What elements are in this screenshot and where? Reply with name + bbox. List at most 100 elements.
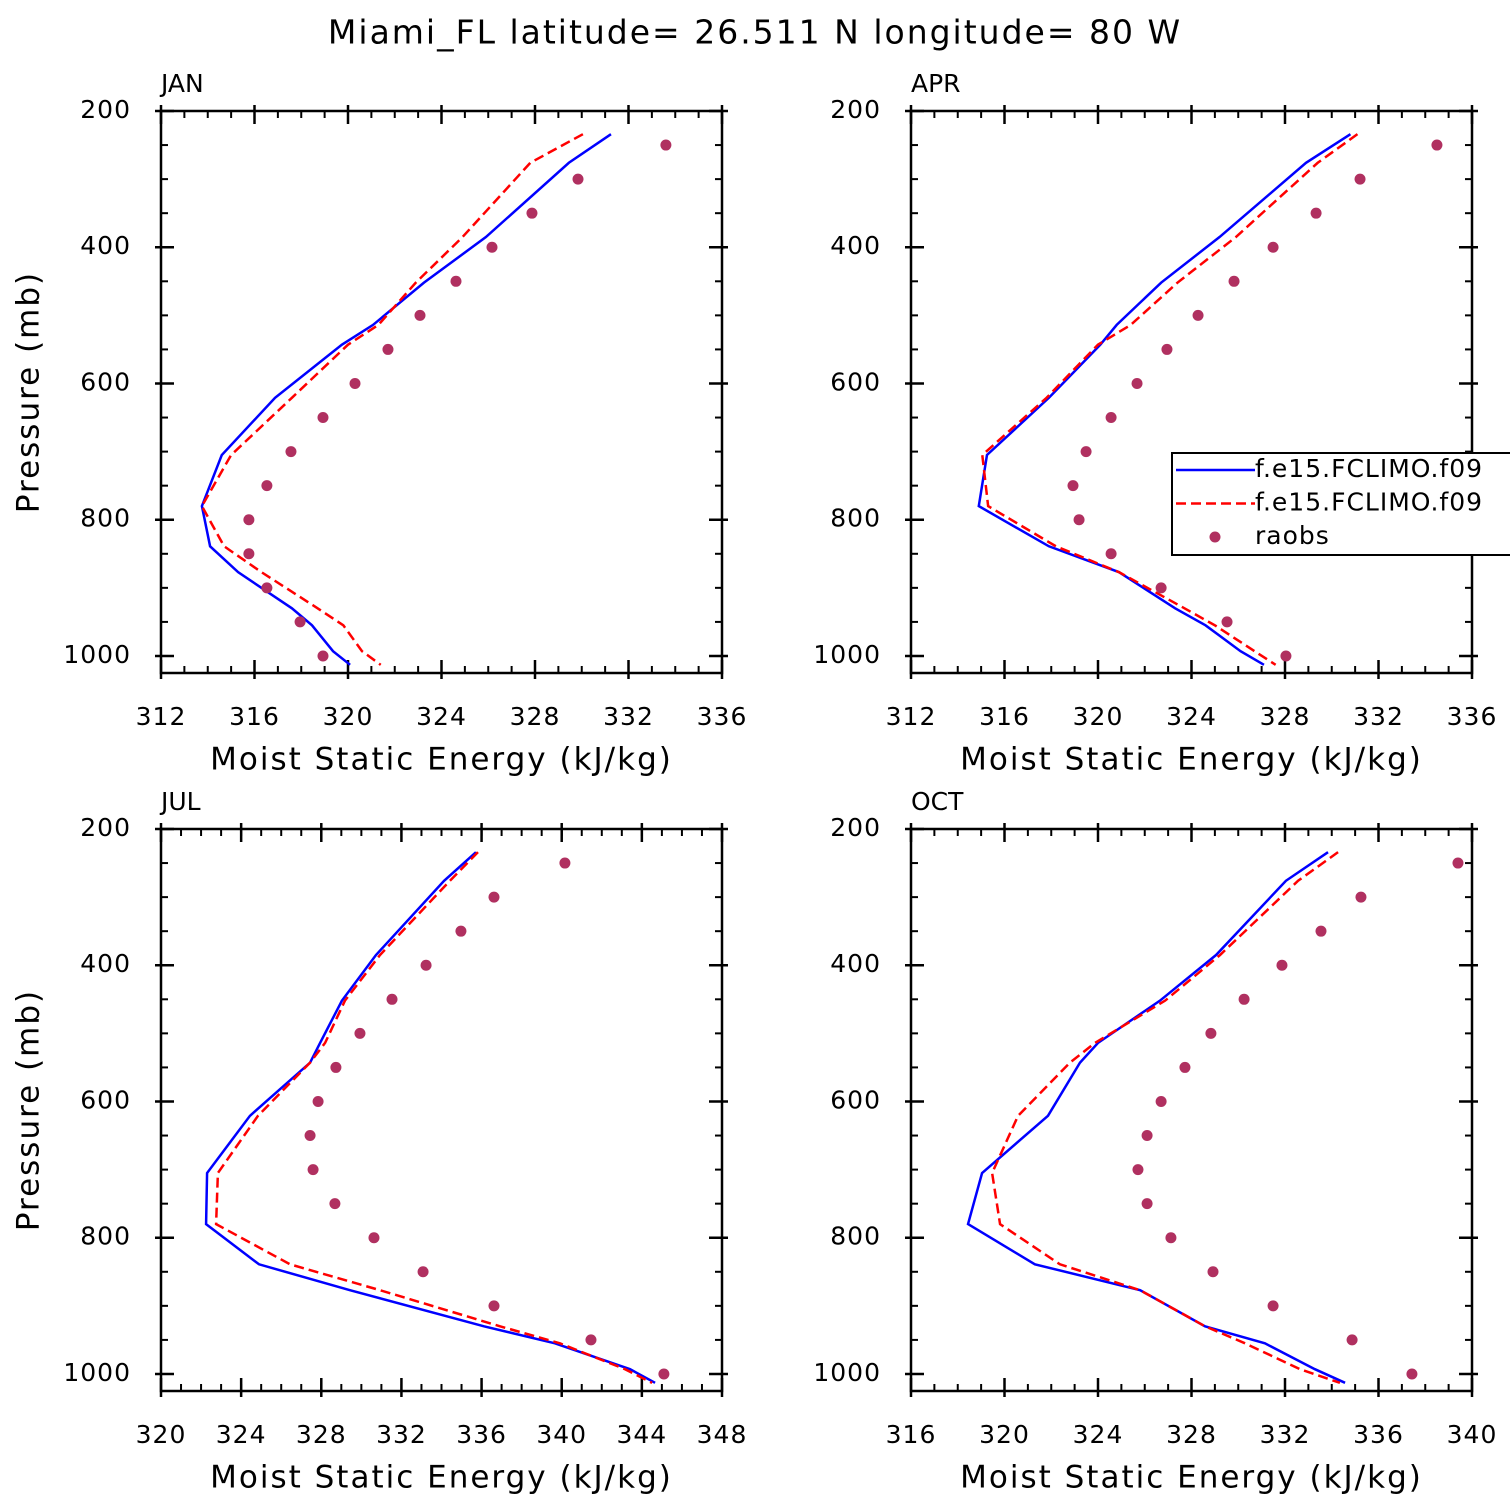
raob-point <box>285 446 297 458</box>
y-axis-label: Pressure (mb) <box>11 271 47 513</box>
raob-point <box>1431 139 1443 151</box>
raob-point <box>386 993 398 1005</box>
x-tick-label: 328 <box>296 1420 347 1449</box>
x-tick-label: 348 <box>697 1420 748 1449</box>
y-axis-label: Pressure (mb) <box>11 989 47 1231</box>
raob-point <box>261 480 273 492</box>
raob-point <box>658 1368 670 1380</box>
raob-point <box>1067 480 1079 492</box>
raob-point <box>450 275 462 287</box>
y-tick-label: 200 <box>80 95 131 124</box>
y-tick-label: 400 <box>80 231 131 260</box>
raob-point <box>1207 1266 1219 1278</box>
raob-point <box>1452 857 1464 869</box>
x-tick-label: 320 <box>979 1420 1030 1449</box>
raob-point <box>1205 1027 1217 1039</box>
raob-point <box>1131 377 1143 389</box>
plot-frame <box>159 109 724 675</box>
x-tick-label: 336 <box>456 1420 507 1449</box>
profile-line <box>200 133 612 666</box>
y-tick-label: 200 <box>80 813 131 842</box>
profile-line <box>977 133 1352 666</box>
profile-line <box>990 851 1341 1385</box>
x-tick-label: 316 <box>886 1420 937 1449</box>
y-tick-label: 800 <box>830 1222 881 1251</box>
panel-title: JAN <box>159 69 204 98</box>
y-tick-label: 1000 <box>63 640 131 669</box>
raob-point <box>414 309 426 321</box>
y-tick-label: 400 <box>830 231 881 260</box>
x-axis-label: Moist Static Energy (kJ/kg) <box>960 742 1423 778</box>
legend-label: raobs <box>1255 521 1330 550</box>
raob-point <box>1141 1130 1153 1142</box>
panel-title: OCT <box>911 787 964 816</box>
raob-point <box>417 1266 429 1278</box>
x-tick-label: 336 <box>697 702 748 731</box>
x-tick-label: 332 <box>603 702 654 731</box>
profile-line <box>966 851 1346 1384</box>
profile-line <box>200 133 584 666</box>
raob-point <box>1315 925 1327 937</box>
x-tick-label: 328 <box>1260 702 1311 731</box>
x-tick-label: 336 <box>1447 702 1498 731</box>
raob-point <box>243 514 255 526</box>
raob-point <box>1105 548 1117 560</box>
figure-title: Miami_FL latitude= 26.511 N longitude= 8… <box>328 13 1182 52</box>
raob-point <box>382 343 394 355</box>
y-tick-label: 400 <box>830 949 881 978</box>
legend-label: f.e15.FCLIMO.f09 <box>1255 454 1483 483</box>
raob-point <box>307 1164 319 1176</box>
raob-point <box>317 412 329 424</box>
raob-point <box>1105 412 1117 424</box>
plot-frame <box>159 827 724 1393</box>
raob-point <box>1221 616 1233 628</box>
raob-point <box>455 925 467 937</box>
raob-point <box>304 1130 316 1142</box>
y-tick-label: 1000 <box>813 640 881 669</box>
raob-point <box>1354 173 1366 185</box>
raob-point <box>1267 241 1279 253</box>
x-tick-label: 320 <box>323 702 374 731</box>
raob-point <box>1228 275 1240 287</box>
y-tick-label: 600 <box>830 1085 881 1114</box>
x-tick-label: 316 <box>979 702 1030 731</box>
x-axis-label: Moist Static Energy (kJ/kg) <box>210 742 673 778</box>
raob-point <box>317 650 329 662</box>
raob-point <box>1165 1232 1177 1244</box>
raob-point <box>1155 1095 1167 1107</box>
raob-point <box>488 1300 500 1312</box>
y-tick-label: 1000 <box>813 1358 881 1387</box>
raob-point <box>368 1232 380 1244</box>
x-tick-label: 332 <box>376 1420 427 1449</box>
raob-point <box>585 1334 597 1346</box>
raob-point <box>294 616 306 628</box>
raob-point <box>1280 650 1292 662</box>
raob-point <box>572 173 584 185</box>
raob-point <box>354 1027 366 1039</box>
raob-point <box>526 207 538 219</box>
profile-line <box>214 851 653 1384</box>
raob-point <box>1155 582 1167 594</box>
raob-point <box>1238 993 1250 1005</box>
x-tick-label: 344 <box>616 1420 667 1449</box>
x-tick-label: 328 <box>1166 1420 1217 1449</box>
panel-title: JUL <box>159 787 201 816</box>
legend-swatch <box>1209 531 1221 543</box>
x-axis-label: Moist Static Energy (kJ/kg) <box>210 1460 673 1496</box>
raob-point <box>1346 1334 1358 1346</box>
raob-point <box>1073 514 1085 526</box>
y-tick-label: 800 <box>80 1222 131 1251</box>
raob-point <box>1267 1300 1279 1312</box>
raob-point <box>1080 446 1092 458</box>
panel-title: APR <box>911 69 961 98</box>
x-tick-label: 332 <box>1353 702 1404 731</box>
y-tick-label: 200 <box>830 95 881 124</box>
raob-point <box>486 241 498 253</box>
raob-point <box>349 377 361 389</box>
raob-point <box>1179 1061 1191 1073</box>
x-tick-label: 324 <box>216 1420 267 1449</box>
panel: 312 316 320 324 328 332 336 200 400 600 800 1000 JAN… <box>11 69 748 778</box>
x-tick-label: 312 <box>136 702 187 731</box>
panel: 316 320 324 328 332 336 340 200 400 600 800 1000 OCT… <box>813 787 1496 1496</box>
raob-point <box>1406 1368 1418 1380</box>
